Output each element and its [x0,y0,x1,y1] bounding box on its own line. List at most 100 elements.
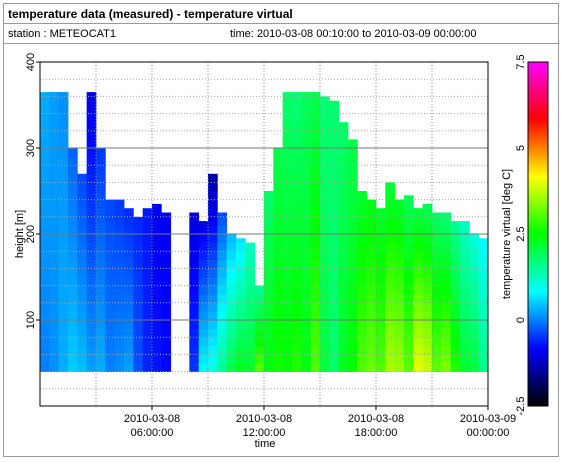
heatmap-cell [320,354,330,364]
heatmap-cell [329,311,340,321]
heatmap-cell [376,337,386,347]
heatmap-cell [441,234,452,243]
heatmap-cell [282,277,293,286]
heatmap-cell [40,259,50,269]
heatmap-cell [310,105,321,114]
heatmap-cell [348,337,358,347]
heatmap-cell [198,328,209,338]
heatmap-cell [357,199,368,209]
heatmap-cell [86,320,97,329]
heatmap-cell [189,337,200,347]
heatmap-cell [310,363,321,372]
heatmap-cell [96,251,106,261]
heatmap-cell [338,320,349,329]
heatmap-cell [264,259,274,269]
heatmap-cell [320,345,330,355]
x-tick-label-time: 12:00:00 [243,427,286,439]
heatmap-cell [282,268,293,278]
heatmap-cell [329,216,340,226]
heatmap-cell [217,251,228,261]
heatmap-cell [142,302,153,312]
colorbar [527,61,549,407]
heatmap-cell [77,268,88,278]
heatmap-cell [226,320,237,329]
heatmap-cell [310,139,321,149]
heatmap-cell [142,285,153,295]
heatmap-cell [273,165,284,175]
heatmap-cell [40,156,50,166]
heatmap-cell [86,354,97,364]
heatmap-cell [254,354,265,364]
heatmap-cell [385,277,396,286]
heatmap-cell [49,225,60,235]
heatmap-cell [96,302,106,312]
heatmap-cell [77,216,88,226]
heatmap-cell [348,311,358,321]
heatmap-cell [469,251,480,261]
heatmap-cell [292,148,302,157]
heatmap-cell [282,208,293,218]
heatmap-cell [478,354,489,364]
heatmap-cell [301,92,312,97]
heatmap-cell [404,302,414,312]
heatmap-cell [282,148,293,157]
heatmap-cell [254,363,265,372]
heatmap-cell [366,363,377,372]
heatmap-cell [292,173,302,183]
heatmap-cell [226,268,237,278]
heatmap-cell [217,268,228,278]
heatmap-cell [394,320,405,329]
heatmap-cell [40,182,50,192]
heatmap-cell [161,285,172,295]
heatmap-cell [404,225,414,235]
heatmap-cell [282,191,293,200]
heatmap-cell [394,311,405,321]
heatmap-cell [329,139,340,149]
heatmap-cell [77,302,88,312]
heatmap-cell [348,199,358,209]
heatmap-cell [105,294,116,304]
heatmap-cell [404,242,414,252]
heatmap-cell [478,337,489,347]
heatmap-cell [469,311,480,321]
heatmap-cell [404,328,414,338]
heatmap-cell [208,354,218,364]
heatmap-cell [329,199,340,209]
heatmap-cell [189,242,200,252]
heatmap-cell [86,105,97,114]
heatmap-cell [329,173,340,183]
heatmap-cell [432,337,442,347]
heatmap-cell [460,337,470,347]
heatmap-cell [366,311,377,321]
heatmap-cell [96,208,106,218]
heatmap-cell [357,234,368,243]
heatmap-cell [96,328,106,338]
heatmap-cell [49,354,60,364]
heatmap-cell [469,259,480,269]
heatmap-cell [394,277,405,286]
heatmap-cell [394,225,405,235]
heatmap-cell [189,363,200,372]
heatmap-cell [58,234,69,243]
heatmap-cell [441,345,452,355]
heatmap-cell [58,354,69,364]
heatmap-cell [264,294,274,304]
heatmap-cell [254,337,265,347]
heatmap-cell [292,130,302,140]
heatmap-cell [96,199,106,209]
time-range-label: time: 2010-03-08 00:10:00 to 2010-03-09 … [230,28,477,40]
heatmap-cell [413,234,424,243]
heatmap-cell [385,354,396,364]
heatmap-cell [357,311,368,321]
heatmap-cell [357,191,368,200]
heatmap-cell [105,302,116,312]
heatmap-cell [49,165,60,175]
heatmap-cell [282,199,293,209]
heatmap-cell [245,311,256,321]
heatmap-cell [460,294,470,304]
heatmap-cell [273,354,284,364]
heatmap-cell [273,320,284,329]
heatmap-cell [49,302,60,312]
heatmap-cell [217,354,228,364]
heatmap-cell [301,320,312,329]
